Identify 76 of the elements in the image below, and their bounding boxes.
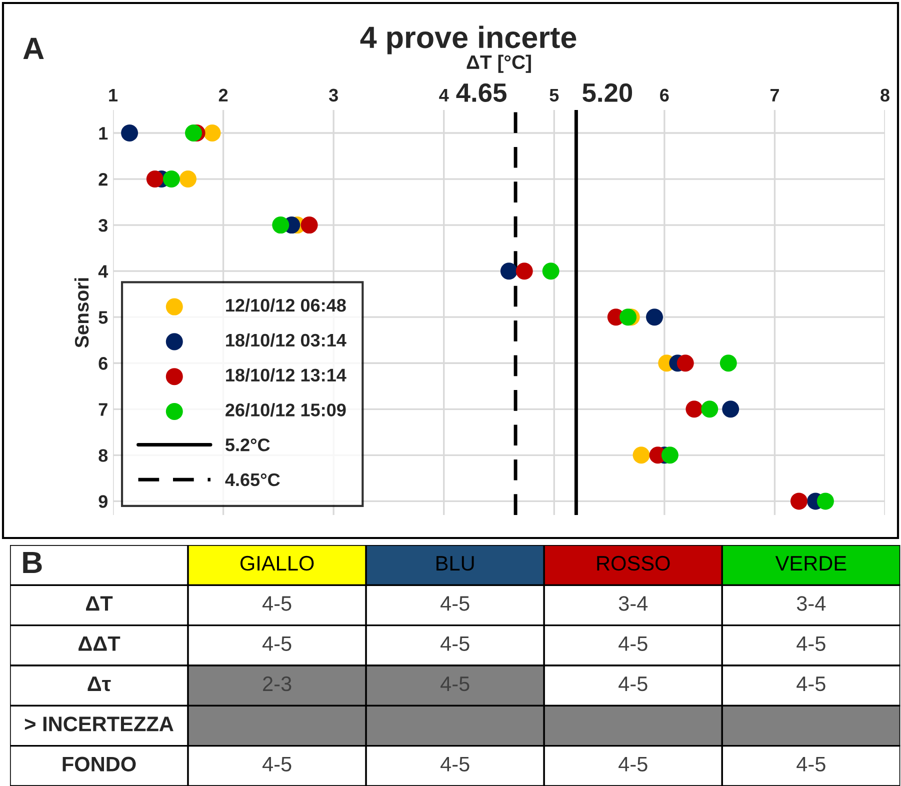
x-tick-label: 2 [218,88,228,102]
x-tick-label: 4 [439,88,449,102]
x-axis-title: ΔT [°C] [466,54,531,73]
ref-line-label: 4.65 [456,83,506,102]
x-tick-label: 7 [770,88,779,102]
point [500,262,518,280]
point [646,308,664,326]
y-tick-label: > INCERTEZZA [24,716,174,732]
point [790,492,808,510]
text: 3-4 [618,596,648,611]
ref-line-label: 5.20 [582,83,632,102]
x-tick-label: 8 [880,88,890,102]
y-tick-label: Δτ [88,676,111,692]
point [121,124,138,142]
point [632,446,650,464]
text: 4-5 [796,636,826,652]
point [620,308,637,326]
text: 4-5 [796,756,826,772]
y-tick-label: 3 [98,218,108,232]
x-tick-label: VERDE [775,556,846,570]
x-tick-label: BLU [436,556,474,571]
y-tick-label: ΔΔT [78,636,120,651]
point [179,170,196,188]
text: A [23,38,44,59]
legend-label: 18/10/12 13:14 [226,368,346,382]
y-tick-label: 5 [98,311,108,324]
chart-title: 4 prove incerte [360,26,576,54]
point [661,446,678,464]
text: 4-5 [262,636,292,652]
legend-label: 26/10/12 15:09 [226,403,346,417]
x-tick-label: 6 [660,88,669,102]
y-tick-label: 9 [98,495,108,508]
legend-label: 18/10/12 03:14 [226,333,346,347]
text: 4-5 [440,676,470,692]
text: 2-3 [263,676,292,692]
y-tick-label: FONDO [62,756,136,772]
y-tick-label: 2 [98,172,108,186]
text: 4-5 [440,636,470,652]
point [816,492,834,510]
annotation: 4.65°C [225,473,280,486]
text: 3-4 [796,596,826,611]
point [204,124,221,142]
point [686,400,703,418]
text: 4-5 [440,596,470,611]
point [516,262,533,280]
point [542,262,560,280]
y-tick-label: 1 [99,127,108,140]
text: 4-5 [440,756,470,772]
y-tick-label: 6 [98,357,108,370]
point [300,216,318,234]
x-tick-label: 3 [328,88,338,102]
y-tick-label: 7 [98,403,108,416]
point [701,400,718,418]
point [162,170,180,188]
text: 4-5 [618,676,648,692]
y-tick-label: 4 [98,265,108,278]
text: 4-5 [618,756,648,772]
y-axis-title: Sensori [74,278,89,348]
text: 4-5 [796,676,826,692]
point [185,124,202,142]
legend-label: 12/10/12 06:48 [226,298,346,312]
point [146,170,164,188]
annotation: 5.2°C [226,438,270,452]
chart-title: B [23,552,42,573]
point [272,216,290,234]
text: 4-5 [262,596,292,611]
text: 4-5 [618,636,648,652]
point [676,354,694,372]
x-tick-label: 5 [550,88,559,102]
y-tick-label: 8 [98,449,108,462]
text: 4-5 [262,756,292,772]
point [720,354,737,372]
point [722,400,740,418]
y-tick-label: ΔT [86,596,113,611]
x-tick-label: ROSSO [597,556,670,571]
x-tick-label: GIALLO [240,556,314,571]
